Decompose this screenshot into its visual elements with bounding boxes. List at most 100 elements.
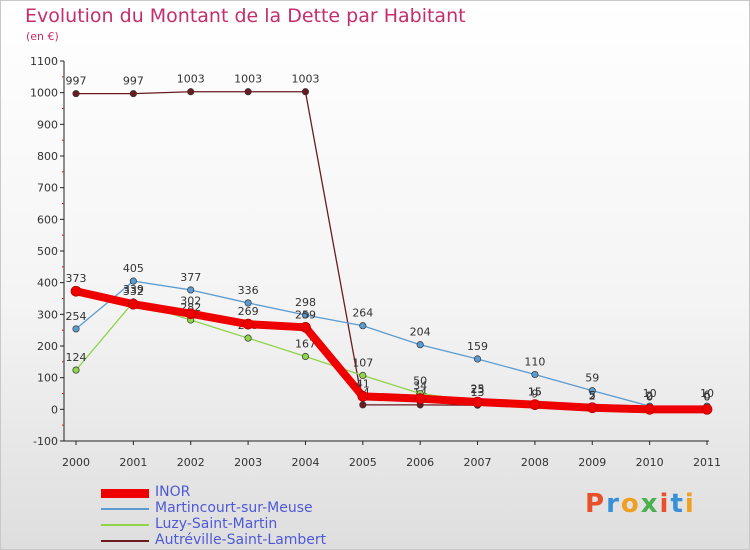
data-label-martincourt-sur-meuse: 405	[123, 262, 144, 275]
data-label-martincourt-sur-meuse: 264	[352, 307, 373, 320]
data-label-autr-ville-saint-lambert: 1003	[234, 73, 262, 86]
data-label-martincourt-sur-meuse: 336	[238, 284, 259, 297]
data-point-autr-ville-saint-lambert	[129, 90, 137, 98]
y-tick-label: 100	[37, 372, 58, 385]
data-label-inor: 259	[295, 308, 316, 321]
data-label-inor: 0	[704, 390, 711, 403]
data-point-inor	[300, 321, 311, 333]
data-label-luzy-saint-martin: 167	[295, 337, 316, 350]
x-tick-label: 2009	[578, 456, 606, 469]
y-tick-label: 500	[37, 245, 58, 258]
data-label-luzy-saint-martin: 107	[352, 356, 373, 369]
data-point-autr-ville-saint-lambert	[301, 88, 310, 96]
legend-swatch-inor	[101, 488, 149, 498]
x-tick-label: 2007	[464, 456, 492, 469]
y-tick-label: 1100	[30, 55, 58, 68]
data-label-autr-ville-saint-lambert: 6	[704, 388, 711, 401]
data-label-martincourt-sur-meuse: 298	[295, 296, 316, 309]
y-tick-label: 1000	[30, 87, 58, 100]
legend-swatch-martincourt	[101, 508, 149, 510]
data-point-luzy-saint-martin	[359, 371, 367, 380]
y-tick-label: -100	[33, 435, 58, 448]
x-tick-label: 2002	[177, 456, 205, 469]
legend-label-inor: INOR	[155, 484, 191, 500]
data-point-inor	[357, 391, 369, 402]
chart-title: Evolution du Montant de la Dette par Hab…	[25, 5, 466, 27]
data-label-martincourt-sur-meuse: 10	[700, 387, 714, 400]
legend-swatch-luzy	[101, 524, 149, 526]
data-point-inor	[644, 403, 655, 415]
series-line-luzy-saint-martin	[75, 301, 708, 410]
data-label-inor: 15	[528, 386, 542, 399]
x-tick-label: 2005	[349, 456, 377, 469]
data-point-inor	[128, 298, 139, 310]
data-label-luzy-saint-martin: 15	[528, 386, 542, 399]
data-label-inor: 23	[471, 383, 485, 396]
data-label-inor: 5	[589, 389, 596, 402]
data-label-autr-ville-saint-lambert: 1003	[291, 73, 319, 86]
data-label-inor: 34	[413, 380, 427, 393]
y-tick-label: 300	[37, 308, 58, 321]
data-point-martincourt-sur-meuse	[72, 325, 80, 333]
y-tick-label: 0	[51, 403, 58, 416]
data-point-martincourt-sur-meuse	[416, 341, 424, 349]
x-tick-label: 2008	[521, 456, 549, 469]
x-tick-label: 2010	[636, 456, 664, 469]
data-label-inor: 41	[356, 377, 370, 390]
x-tick-label: 2000	[62, 456, 90, 469]
data-label-martincourt-sur-meuse: 377	[180, 271, 201, 284]
data-point-martincourt-sur-meuse	[473, 355, 482, 363]
data-point-inor	[414, 393, 426, 404]
x-tick-label: 2004	[291, 456, 319, 469]
data-label-autr-ville-saint-lambert: 997	[123, 75, 144, 88]
x-tick-label: 2001	[119, 456, 147, 469]
data-point-autr-ville-saint-lambert	[359, 401, 367, 409]
data-point-martincourt-sur-meuse	[359, 322, 367, 330]
data-label-luzy-saint-martin: 124	[66, 351, 87, 364]
data-label-inor: 302	[180, 295, 201, 308]
data-point-martincourt-sur-meuse	[129, 277, 137, 285]
legend-label-martincourt: Martincourt-sur-Meuse	[155, 500, 313, 516]
data-label-luzy-saint-martin: 50	[413, 375, 427, 388]
data-point-martincourt-sur-meuse	[531, 370, 539, 379]
data-label-inor: 332	[123, 285, 144, 298]
data-point-inor	[70, 285, 82, 297]
data-label-luzy-saint-martin: 0	[704, 390, 711, 403]
data-label-autr-ville-saint-lambert: 13	[471, 386, 485, 399]
data-point-autr-ville-saint-lambert	[72, 90, 80, 98]
y-tick-label: 700	[37, 182, 58, 195]
data-label-luzy-saint-martin: 339	[123, 283, 144, 296]
data-label-inor: 269	[238, 305, 259, 318]
series-line-autr-ville-saint-lambert	[75, 91, 708, 410]
data-point-martincourt-sur-meuse	[588, 387, 596, 395]
data-label-autr-ville-saint-lambert: 997	[66, 75, 87, 88]
data-label-inor: 0	[646, 390, 653, 403]
y-tick-label: 800	[37, 150, 58, 163]
y-tick-label: 200	[37, 340, 58, 353]
legend-swatch-autreville	[101, 540, 149, 542]
data-point-martincourt-sur-meuse	[244, 299, 252, 307]
data-point-martincourt-sur-meuse	[301, 311, 310, 319]
data-point-martincourt-sur-meuse	[187, 286, 195, 294]
data-point-inor	[529, 399, 541, 410]
data-label-luzy-saint-martin: 5	[589, 389, 596, 402]
data-point-luzy-saint-martin	[301, 352, 310, 361]
data-point-luzy-saint-martin	[244, 334, 252, 342]
y-tick-label: 600	[37, 213, 58, 226]
data-label-luzy-saint-martin: 0	[646, 390, 653, 403]
legend-label-luzy: Luzy-Saint-Martin	[155, 516, 278, 532]
chart-unit: (en €)	[26, 30, 59, 43]
data-label-autr-ville-saint-lambert: 2	[589, 390, 596, 403]
data-label-martincourt-sur-meuse: 204	[410, 326, 431, 339]
y-tick-label: 900	[37, 118, 58, 131]
series-line-inor	[72, 287, 711, 414]
proxiti-logo: Proxiti	[585, 489, 696, 519]
series-line-martincourt-sur-meuse	[75, 280, 708, 407]
x-tick-label: 2003	[234, 456, 262, 469]
data-label-autr-ville-saint-lambert: 9	[531, 387, 538, 400]
data-point-inor	[472, 396, 483, 408]
data-point-inor	[185, 308, 197, 320]
legend-label-autreville: Autréville-Saint-Lambert	[155, 532, 327, 548]
